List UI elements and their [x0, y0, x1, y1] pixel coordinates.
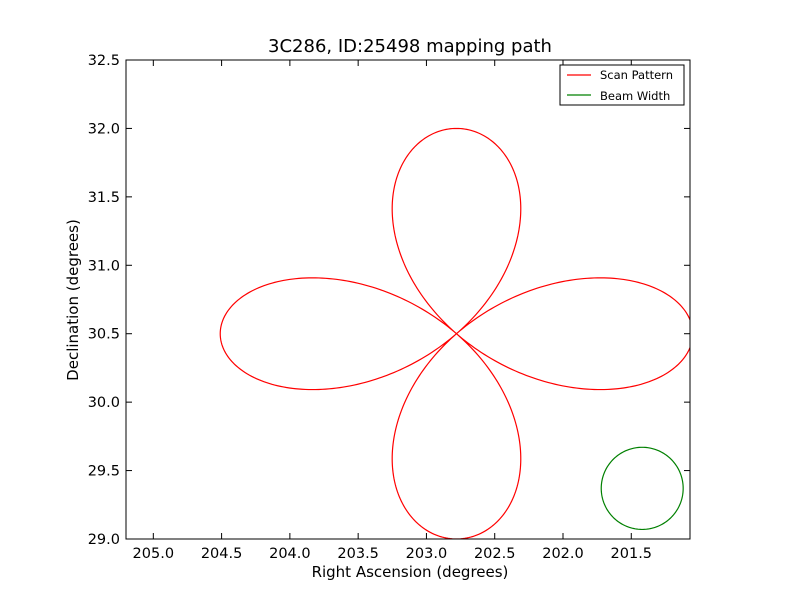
x-axis-label: Right Ascension (degrees) — [312, 563, 509, 581]
chart-title: 3C286, ID:25498 mapping path — [268, 36, 552, 57]
y-tick-label: 32.5 — [88, 53, 120, 69]
x-tick-label: 203.5 — [337, 546, 379, 562]
legend-label-beam-width: Beam Width — [600, 89, 670, 103]
x-tick-label: 201.5 — [611, 546, 653, 562]
x-axis-ticks: 205.0 204.5 204.0 203.5 203.0 202.5 202.0 201.5 — [133, 60, 652, 562]
y-axis-ticks: 29.0 29.5 30.0 30.5 31.0 31.5 32.0 32.5 — [88, 53, 690, 548]
x-tick-label: 205.0 — [133, 546, 175, 562]
y-tick-label: 32.0 — [88, 121, 120, 137]
y-tick-label: 30.0 — [88, 395, 120, 411]
legend-box — [559, 64, 685, 106]
plot-frame — [125, 59, 691, 540]
x-tick-label: 204.5 — [201, 546, 243, 562]
y-tick-label: 30.5 — [88, 327, 120, 343]
legend-label-scan-pattern: Scan Pattern — [600, 68, 673, 82]
y-tick-label: 29.5 — [88, 464, 120, 480]
x-tick-label: 203.0 — [406, 546, 448, 562]
x-tick-label: 202.0 — [542, 546, 584, 562]
y-tick-label: 31.5 — [88, 190, 120, 206]
x-tick-label: 204.0 — [269, 546, 311, 562]
series-line-scan-pattern — [219, 127, 690, 539]
y-axis-label: Declination (degrees) — [64, 219, 82, 381]
x-tick-label: 202.5 — [474, 546, 516, 562]
y-tick-label: 31.0 — [88, 258, 120, 274]
y-tick-label: 29.0 — [88, 532, 120, 548]
plot-area — [126, 60, 690, 539]
series-line-beam-width — [600, 446, 684, 531]
data-series — [219, 127, 690, 539]
legend: Scan Pattern Beam Width — [559, 64, 685, 106]
